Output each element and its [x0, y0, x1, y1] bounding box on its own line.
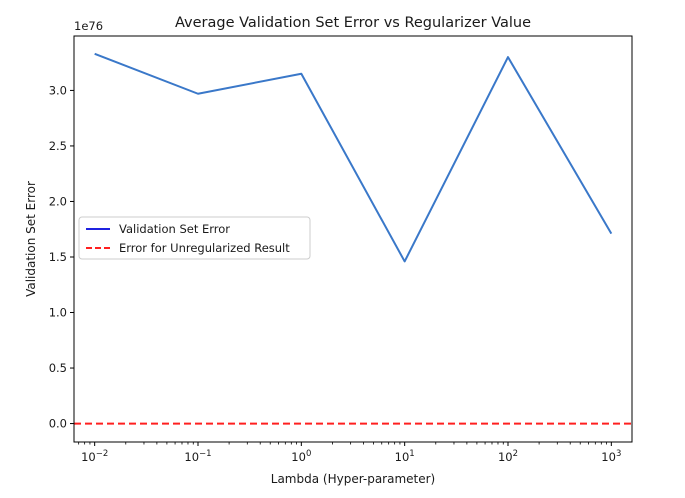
- y-tick-label: 0.0: [49, 417, 67, 431]
- y-tick-label: 1.5: [49, 250, 67, 264]
- x-tick-label: 103: [601, 449, 621, 464]
- series-line-validation-error: [94, 52, 613, 263]
- series-layer: [74, 52, 632, 425]
- x-tick-label: 100: [291, 449, 311, 464]
- legend-box: [78, 216, 311, 260]
- y-tick-label: 2.5: [49, 139, 67, 153]
- legend: Validation Set Error Error for Unregular…: [78, 216, 311, 260]
- chart-title: Average Validation Set Error vs Regulari…: [175, 15, 531, 31]
- x-axis-ticks: 10−2 10−1 100 101 102 103: [78, 442, 621, 464]
- x-tick-label: 102: [498, 449, 518, 464]
- legend-label-validation-error: Validation Set Error: [119, 222, 230, 236]
- x-axis-label: Lambda (Hyper-parameter): [271, 472, 435, 486]
- legend-label-unregularized-error: Error for Unregularized Result: [119, 241, 290, 255]
- y-axis-label: Validation Set Error: [24, 181, 38, 297]
- y-offset-label: 1e76: [74, 19, 103, 33]
- y-tick-label: 2.0: [49, 194, 67, 208]
- plot-area-frame: [73, 35, 633, 443]
- x-tick-label: 10−2: [81, 449, 108, 464]
- x-tick-label: 101: [395, 449, 415, 464]
- y-axis-ticks: 0.0 0.5 1.0 1.5 2.0 2.5 3.0: [49, 83, 74, 431]
- y-tick-label: 0.5: [49, 361, 67, 375]
- y-tick-label: 1.0: [49, 306, 67, 320]
- y-tick-label: 3.0: [49, 83, 67, 97]
- x-tick-label: 10−1: [184, 449, 211, 464]
